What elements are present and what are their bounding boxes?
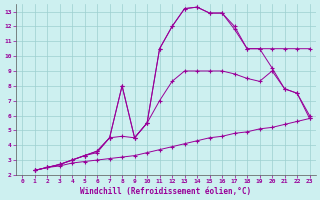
X-axis label: Windchill (Refroidissement éolien,°C): Windchill (Refroidissement éolien,°C): [80, 187, 252, 196]
